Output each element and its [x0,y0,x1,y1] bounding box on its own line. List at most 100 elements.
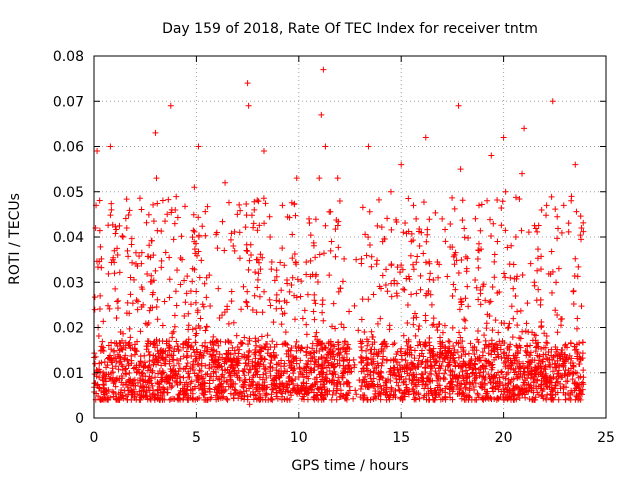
data-point-cloud [364,359,371,366]
data-point-cloud [423,381,430,388]
data-point-cloud [334,360,341,367]
data-point-cloud [235,395,242,402]
data-point-cloud [252,363,259,370]
data-point-cloud [255,198,262,205]
data-point-cloud [278,321,285,328]
data-point-cloud [143,393,150,400]
data-point-cloud [202,339,209,346]
data-point-cloud [449,293,456,300]
data-point-cloud [226,369,233,376]
data-point-cloud [387,371,394,378]
data-point-cloud [381,343,388,350]
data-point-cloud [431,362,438,369]
data-point-cloud [264,384,271,391]
data-point-cloud [486,299,493,306]
data-point-cloud [112,390,119,397]
data-point-cloud [231,370,238,377]
data-point-cloud [577,236,584,243]
data-point-cloud [96,227,103,234]
data-point-cloud [336,198,343,205]
data-point-cloud [507,274,514,281]
data-point-cloud [570,301,577,308]
data-point-cloud [151,391,158,398]
data-point-cloud [498,368,505,375]
data-point-cloud [366,242,373,249]
data-point [398,161,405,168]
data-point-cloud [172,368,179,375]
data-point-cloud [329,360,336,367]
data-point-cloud [288,281,295,288]
data-point-cloud [488,337,495,344]
data-point-cloud [210,333,217,340]
data-point-cloud [329,376,336,383]
data-point-cloud [422,381,429,388]
data-point-cloud [174,357,181,364]
data-point-cloud [267,372,274,379]
data-point-cloud [524,300,531,307]
data-point-cloud [194,309,201,316]
data-point-cloud [122,339,129,346]
data-point-cloud [318,361,325,368]
data-point-cloud [154,316,161,323]
data-point-cloud [488,232,495,239]
data-point-cloud [408,352,415,359]
data-point-cloud [213,231,220,238]
data-point-cloud [402,219,409,226]
data-point-cloud [208,346,215,353]
data-point-cloud [423,238,430,245]
data-point [267,234,274,240]
data-point-cloud [234,374,241,381]
data-point-cloud [232,390,239,397]
data-point-cloud [124,384,131,391]
data-point-cloud [548,248,555,255]
data-point-cloud [543,212,550,219]
data-point-cloud [114,343,121,350]
data-point [439,215,446,222]
data-point-cloud [281,368,288,375]
data-point-cloud [283,384,290,391]
data-point-cloud [527,370,534,377]
data-point-cloud [398,352,405,359]
data-point-cloud [250,388,257,395]
data-point-cloud [375,393,382,400]
data-point-cloud [225,339,232,346]
data-point-cloud [353,391,360,398]
data-point-cloud [100,369,107,376]
y-tick-label: 0.05 [53,185,84,201]
data-point-cloud [148,272,155,279]
data-point-cloud [126,207,133,214]
data-point-cloud [450,350,457,357]
data-point-cloud [491,274,498,281]
data-point-cloud [481,380,488,387]
data-point-cloud [482,337,489,344]
data-point-cloud [573,208,580,215]
data-point-cloud [96,360,103,367]
data-point-cloud [116,396,123,403]
data-point-cloud [507,341,514,348]
data-point-cloud [166,396,173,403]
data-point-cloud [273,273,280,280]
data-point-cloud [460,348,467,355]
data-point-cloud [157,394,164,401]
data-point-cloud [114,252,121,259]
data-point-cloud [339,372,346,379]
data-point-cloud [290,370,297,377]
data-point-cloud [297,293,304,300]
data-point-cloud [301,307,308,314]
data-point-cloud [174,267,181,274]
data-point-cloud [459,197,466,204]
data-point-cloud [554,329,561,336]
data-point [482,297,489,304]
data-point-cloud [400,286,407,293]
data-point-cloud [333,216,340,223]
data-point-cloud [176,365,183,372]
data-point-cloud [101,388,108,395]
data-point [191,184,198,191]
data-point-cloud [460,362,467,369]
data-point-cloud [577,390,584,397]
data-point-cloud [255,337,262,344]
data-point-cloud [510,315,517,322]
data-point-cloud [148,380,155,387]
data-point-cloud [105,342,112,349]
data-point-cloud [153,336,160,343]
